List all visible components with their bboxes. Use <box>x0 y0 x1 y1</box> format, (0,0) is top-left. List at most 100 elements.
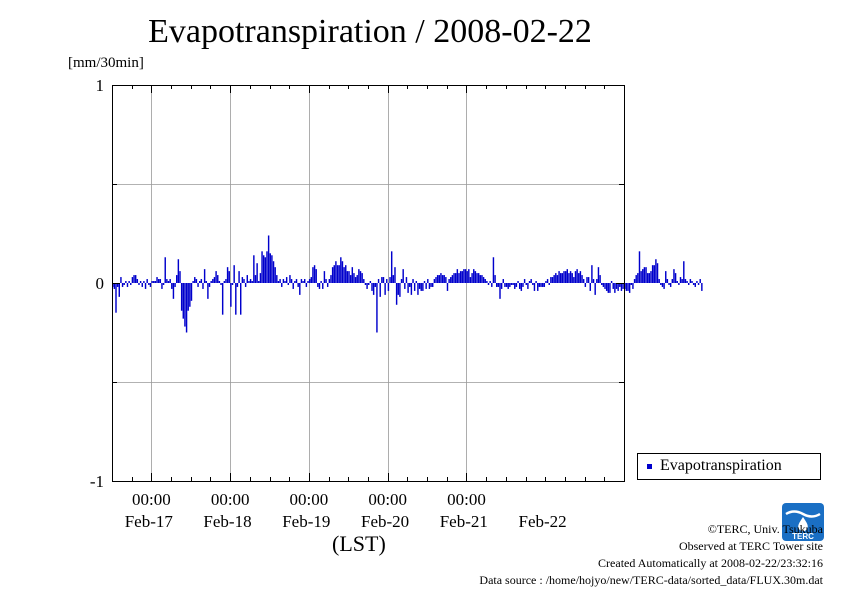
data-bar <box>635 275 637 283</box>
data-bar <box>561 273 564 283</box>
data-bar <box>130 283 132 285</box>
data-bar <box>683 261 685 283</box>
data-bar <box>551 277 554 283</box>
x-time-label: 00:00 <box>211 490 250 509</box>
data-bar <box>230 283 232 307</box>
data-bar <box>407 283 409 293</box>
data-bar <box>241 277 244 283</box>
data-bar <box>325 279 327 283</box>
data-bar <box>446 283 449 291</box>
x-time-label: 00:00 <box>368 490 407 509</box>
data-bar <box>587 277 590 283</box>
data-bar <box>369 281 372 283</box>
data-bar <box>377 279 380 283</box>
data-bar <box>509 283 511 287</box>
data-bar <box>149 283 152 287</box>
data-bar <box>261 251 263 283</box>
data-bar <box>538 283 541 287</box>
data-bar <box>584 283 587 287</box>
data-bar <box>246 275 248 283</box>
data-bar <box>264 257 267 283</box>
data-bar <box>701 283 703 291</box>
data-bar <box>295 279 298 283</box>
data-bar <box>182 283 184 319</box>
data-bar <box>213 277 216 283</box>
data-bar <box>356 275 358 283</box>
data-bar <box>358 269 360 283</box>
data-bar <box>666 279 669 283</box>
data-bar <box>115 283 117 313</box>
data-bar <box>404 283 406 289</box>
data-bar <box>461 271 463 283</box>
data-bar <box>218 281 221 283</box>
data-bar <box>602 283 605 287</box>
data-bar <box>440 273 442 283</box>
data-bar <box>655 259 657 283</box>
data-bar <box>363 279 365 283</box>
data-bar <box>410 283 413 295</box>
data-bar <box>415 281 418 283</box>
data-bar <box>266 251 268 283</box>
data-bar <box>676 281 678 283</box>
data-bar <box>220 283 222 285</box>
data-bar <box>432 283 434 287</box>
x-time-label: 00:00 <box>290 490 329 509</box>
data-bar <box>384 283 386 295</box>
data-bar <box>231 283 234 285</box>
data-bar <box>243 279 245 283</box>
data-bar <box>591 265 593 283</box>
data-bar <box>164 257 166 283</box>
data-bar <box>176 275 178 283</box>
data-bar <box>228 271 230 283</box>
data-bar <box>497 283 500 287</box>
data-bar <box>189 283 191 307</box>
data-bar <box>249 279 252 283</box>
data-bar <box>430 283 432 287</box>
data-bar <box>650 271 652 283</box>
legend: Evapotranspiration <box>637 453 821 480</box>
logo-text: TERC <box>792 532 814 541</box>
data-bar <box>433 279 436 283</box>
data-bar <box>441 275 444 283</box>
data-bar <box>637 273 639 283</box>
y-tick-label: 0 <box>96 274 105 293</box>
data-bar <box>425 283 427 289</box>
data-bar <box>212 279 214 283</box>
data-bar <box>208 283 211 287</box>
data-bar <box>532 283 534 285</box>
data-bar <box>651 265 654 283</box>
data-bar <box>269 253 271 283</box>
axis-ticks <box>112 85 625 482</box>
data-bar <box>450 277 452 283</box>
data-bar <box>290 279 293 283</box>
data-bar <box>581 275 583 283</box>
data-bar <box>453 273 455 283</box>
data-bar <box>540 283 542 287</box>
data-bar <box>653 265 655 283</box>
data-bar <box>399 283 401 297</box>
data-bar <box>691 281 693 283</box>
data-bar <box>267 235 270 283</box>
data-bar <box>468 269 470 283</box>
data-bar <box>697 283 700 285</box>
data-bar <box>512 283 514 285</box>
credit-observed: Observed at TERC Tower site <box>678 539 823 553</box>
x-date-label: Feb-22 <box>519 512 567 531</box>
data-bar <box>226 267 229 283</box>
data-bar <box>386 279 388 283</box>
data-bar <box>392 275 395 283</box>
data-bar <box>128 281 130 283</box>
data-bar <box>177 259 180 283</box>
data-bar <box>612 283 614 289</box>
data-bar <box>438 275 440 283</box>
data-bar <box>174 283 176 287</box>
data-bar <box>517 281 519 283</box>
data-bar <box>574 271 577 283</box>
data-bar <box>484 279 486 283</box>
data-bar <box>471 273 473 283</box>
data-bar <box>279 279 281 283</box>
data-bar <box>496 283 498 287</box>
data-bar <box>172 283 175 299</box>
x-axis-label: (LST) <box>332 531 386 556</box>
